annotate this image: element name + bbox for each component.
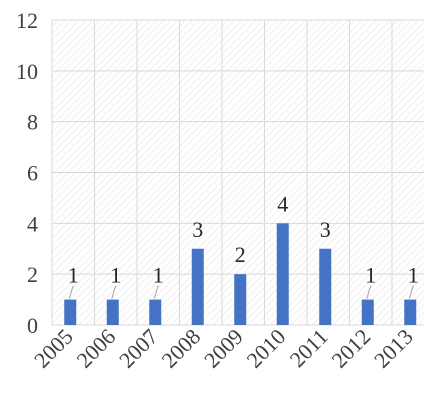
- gridlines: [51, 19, 424, 326]
- x-tick-label: 2007: [114, 324, 163, 373]
- leader-line-2006: [111, 285, 117, 299]
- y-tick-label: 12: [16, 8, 38, 33]
- leader-line-2007: [153, 285, 159, 299]
- label-leader-lines: [68, 285, 414, 299]
- x-tick-label: 2009: [199, 324, 248, 373]
- data-label-2007: 1: [153, 263, 164, 288]
- bar-2006: [106, 299, 119, 325]
- y-tick-label: 6: [27, 161, 38, 186]
- data-label-2006: 1: [110, 263, 121, 288]
- bar-2009: [234, 274, 247, 325]
- bar-2012: [361, 299, 374, 325]
- data-label-2012: 1: [365, 263, 376, 288]
- x-tick-label: 2011: [285, 324, 333, 372]
- data-label-2013: 1: [408, 263, 419, 288]
- y-tick-label: 0: [27, 313, 38, 338]
- x-tick-label: 2012: [326, 324, 375, 373]
- bar-2010: [276, 223, 289, 325]
- data-label-2009: 2: [235, 242, 246, 267]
- leader-line-2005: [68, 285, 74, 299]
- y-tick-label: 10: [16, 59, 38, 84]
- leader-line-2013: [408, 285, 414, 299]
- bar-2011: [319, 248, 332, 325]
- data-label-2011: 3: [320, 217, 331, 242]
- x-tick-label: 2010: [241, 324, 290, 373]
- data-label-2005: 1: [68, 263, 79, 288]
- bar-2007: [149, 299, 162, 325]
- data-label-2010: 4: [277, 191, 288, 216]
- x-tick-label: 2006: [71, 324, 120, 373]
- bars: [64, 223, 417, 325]
- x-tick-label: 2008: [156, 324, 205, 373]
- data-labels: 1 1 1 3 2 4 3 1 1: [68, 191, 419, 287]
- bar-2005: [64, 299, 77, 325]
- y-axis-ticks: 0 2 4 6 8 10 12: [16, 8, 38, 338]
- bar-2013: [404, 299, 417, 325]
- y-tick-label: 8: [27, 110, 38, 135]
- bar-2008: [191, 248, 204, 325]
- y-tick-label: 4: [27, 211, 38, 236]
- y-tick-label: 2: [27, 262, 38, 287]
- x-tick-label: 2013: [369, 324, 418, 373]
- data-label-2008: 3: [192, 217, 203, 242]
- leader-line-2012: [366, 285, 372, 299]
